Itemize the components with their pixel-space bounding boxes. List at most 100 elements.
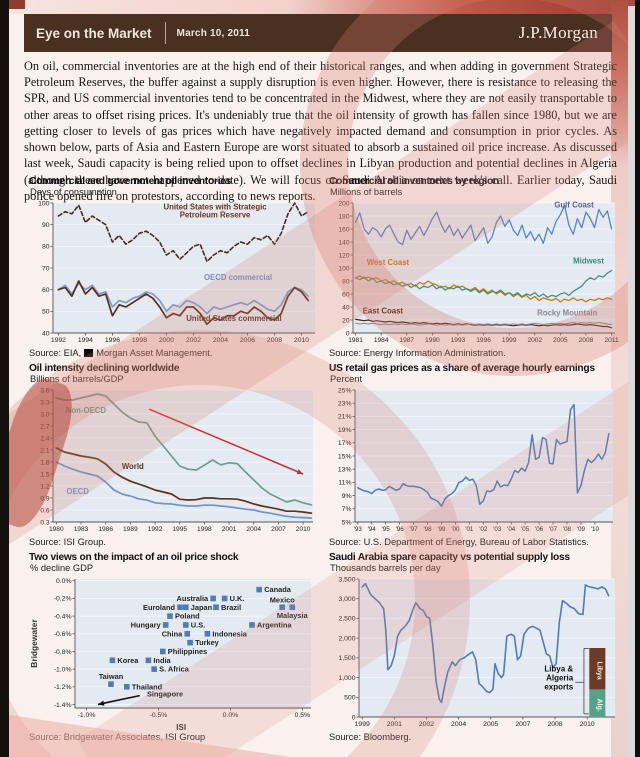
svg-text:'05: '05 bbox=[521, 526, 530, 533]
svg-text:'02: '02 bbox=[479, 526, 488, 533]
chart-oil-inventories: Commercial and government oil inventorie… bbox=[29, 176, 321, 358]
svg-text:2004: 2004 bbox=[246, 526, 261, 533]
svg-text:United States commercial: United States commercial bbox=[186, 314, 281, 323]
svg-text:'96: '96 bbox=[396, 526, 405, 533]
svg-text:100: 100 bbox=[38, 200, 50, 207]
svg-text:17%: 17% bbox=[338, 440, 352, 447]
header-bar: Eye on the Market March 10, 2011 J.P.Mor… bbox=[24, 14, 612, 52]
oil-shock-scatter-chart: 0.0%-0.2%-0.4%-0.6%-0.8%-1.0%-1.2%-1.4%-… bbox=[29, 578, 311, 732]
svg-text:2002: 2002 bbox=[527, 337, 542, 344]
svg-text:1996: 1996 bbox=[476, 337, 491, 344]
svg-text:40: 40 bbox=[42, 330, 50, 337]
inventories-by-region-chart: 0 20 40 60 80 100 120 140 160 180 200 1981 1984 1987 1… bbox=[338, 200, 619, 344]
chart-source: Source: Bloomberg. bbox=[329, 732, 412, 742]
svg-text:1994: 1994 bbox=[78, 337, 93, 344]
chart-oil-shock-scatter: Two views on the impact of an oil price … bbox=[29, 552, 321, 742]
svg-text:-1.0%: -1.0% bbox=[78, 712, 96, 719]
svg-text:2007: 2007 bbox=[515, 721, 530, 728]
svg-text:2.1: 2.1 bbox=[40, 447, 49, 454]
svg-text:180: 180 bbox=[338, 213, 349, 220]
svg-text:China: China bbox=[162, 629, 183, 638]
svg-text:-1.2%: -1.2% bbox=[54, 684, 72, 691]
svg-text:1983: 1983 bbox=[74, 526, 89, 533]
svg-text:50: 50 bbox=[42, 309, 50, 316]
svg-text:Argentina: Argentina bbox=[257, 620, 292, 629]
svg-text:2005: 2005 bbox=[553, 337, 568, 344]
svg-text:'00: '00 bbox=[451, 526, 460, 533]
svg-text:500: 500 bbox=[344, 695, 356, 702]
svg-text:'94: '94 bbox=[368, 526, 377, 533]
chart-subtitle: Days of consumption bbox=[30, 187, 117, 197]
svg-text:2008: 2008 bbox=[267, 337, 282, 344]
svg-text:Mexico: Mexico bbox=[270, 595, 296, 604]
svg-text:2000: 2000 bbox=[159, 337, 174, 344]
svg-text:OECD: OECD bbox=[66, 487, 89, 496]
svg-text:1999: 1999 bbox=[502, 337, 517, 344]
svg-text:Poland: Poland bbox=[175, 612, 200, 621]
screen-edge-scrollbar bbox=[628, 6, 635, 757]
svg-text:East Coast: East Coast bbox=[363, 307, 404, 316]
svg-text:2.4: 2.4 bbox=[40, 435, 49, 442]
svg-text:1987: 1987 bbox=[399, 337, 414, 344]
svg-text:1993: 1993 bbox=[451, 337, 466, 344]
svg-text:Thailand: Thailand bbox=[132, 682, 163, 691]
svg-text:1999: 1999 bbox=[355, 721, 370, 728]
jpmorgan-logo-icon bbox=[84, 349, 94, 357]
svg-text:Australia: Australia bbox=[177, 594, 210, 603]
svg-text:2010: 2010 bbox=[296, 526, 311, 533]
svg-text:0.6: 0.6 bbox=[40, 507, 49, 514]
svg-text:21%: 21% bbox=[338, 414, 352, 421]
svg-text:'07: '07 bbox=[549, 526, 558, 533]
screen-edge-left bbox=[0, 0, 9, 757]
svg-text:140: 140 bbox=[338, 239, 349, 246]
svg-text:'03: '03 bbox=[493, 526, 502, 533]
svg-text:1.8: 1.8 bbox=[40, 459, 49, 466]
oil-intensity-chart: 0.30.60.91.21.51.82.12.42.73.03.33.61980… bbox=[40, 387, 313, 533]
svg-text:1984: 1984 bbox=[374, 337, 389, 344]
svg-text:Non-OECD: Non-OECD bbox=[66, 406, 107, 415]
chart-title: Two views on the impact of an oil price … bbox=[29, 552, 239, 563]
svg-text:200: 200 bbox=[338, 200, 349, 207]
svg-text:'97: '97 bbox=[410, 526, 419, 533]
chart-source: Source: Bridgewater Associates, ISI Grou… bbox=[29, 732, 206, 742]
svg-text:80: 80 bbox=[42, 244, 50, 251]
svg-text:S. Africa: S. Africa bbox=[159, 665, 190, 674]
svg-text:Indonesia: Indonesia bbox=[212, 629, 247, 638]
svg-text:'93: '93 bbox=[354, 526, 363, 533]
svg-text:3,500: 3,500 bbox=[338, 576, 355, 583]
svg-text:13%: 13% bbox=[338, 467, 352, 474]
svg-text:1986: 1986 bbox=[98, 526, 113, 533]
svg-text:5%: 5% bbox=[342, 519, 352, 526]
svg-text:2010: 2010 bbox=[294, 337, 309, 344]
svg-text:9%: 9% bbox=[342, 493, 352, 500]
svg-text:India: India bbox=[153, 656, 171, 665]
svg-text:2008: 2008 bbox=[547, 721, 562, 728]
issue-date: March 10, 2011 bbox=[176, 27, 250, 39]
watermark-corner-square bbox=[9, 0, 25, 9]
svg-text:Korea: Korea bbox=[117, 656, 139, 665]
chart-source: Source: U.S. Department of Energy, Burea… bbox=[329, 537, 589, 547]
svg-text:-0.4%: -0.4% bbox=[54, 613, 72, 620]
svg-text:2001: 2001 bbox=[222, 526, 237, 533]
source-text: Morgan Asset Management. bbox=[96, 348, 213, 358]
svg-text:0.5%: 0.5% bbox=[295, 712, 311, 719]
svg-text:19%: 19% bbox=[338, 427, 352, 434]
svg-text:3.6: 3.6 bbox=[40, 387, 49, 394]
chart-title: Commercial and government oil inventorie… bbox=[29, 176, 232, 187]
svg-text:2004: 2004 bbox=[451, 721, 466, 728]
watermark-top-band bbox=[0, 0, 640, 14]
svg-text:1998: 1998 bbox=[197, 526, 212, 533]
svg-text:'98: '98 bbox=[423, 526, 432, 533]
chart-source: Source: EIA, Morgan Asset Management. bbox=[29, 348, 321, 358]
svg-text:ISI: ISI bbox=[176, 723, 186, 732]
svg-text:60: 60 bbox=[42, 287, 50, 294]
svg-text:11%: 11% bbox=[338, 480, 351, 487]
svg-text:40: 40 bbox=[342, 304, 350, 311]
chart-subtitle: Thousands barrels per day bbox=[330, 563, 441, 573]
chart-oil-intensity: Oil intensity declining worldwide Billio… bbox=[29, 363, 321, 547]
svg-text:'01: '01 bbox=[465, 526, 474, 533]
svg-text:'09: '09 bbox=[577, 526, 586, 533]
chart-title: Saudi Arabia spare capacity vs potential… bbox=[329, 552, 570, 563]
oil-inventories-chart: 40 50 60 70 80 90 100 1992 1994 1996 1998 2000 2002 2… bbox=[38, 200, 315, 344]
